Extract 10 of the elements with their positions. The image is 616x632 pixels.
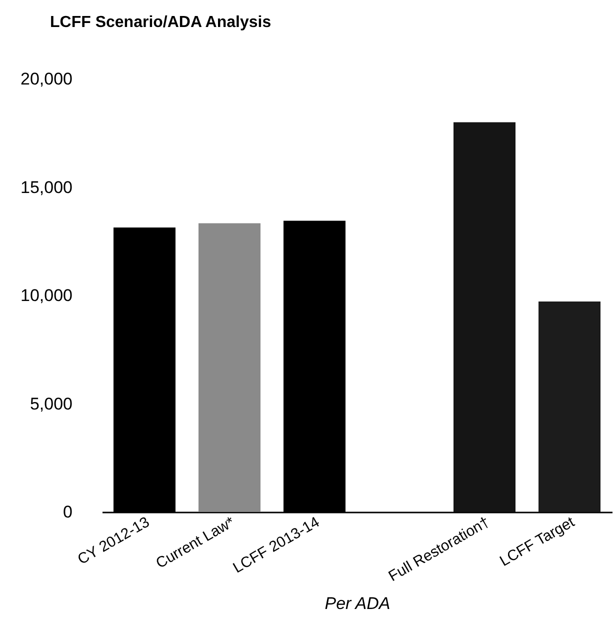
x-axis-title: Per ADA: [324, 594, 390, 614]
y-tick-label: 10,000: [20, 286, 72, 305]
y-tick-label: 0: [63, 502, 72, 522]
bar: [454, 122, 516, 512]
bar: [538, 302, 600, 512]
y-tick-label: 20,000: [20, 70, 72, 88]
bar: [198, 223, 260, 512]
chart-title: LCFF Scenario/ADA Analysis: [50, 14, 272, 31]
y-tick-label: 5,000: [30, 394, 72, 414]
y-tick-label: 15,000: [20, 178, 72, 197]
